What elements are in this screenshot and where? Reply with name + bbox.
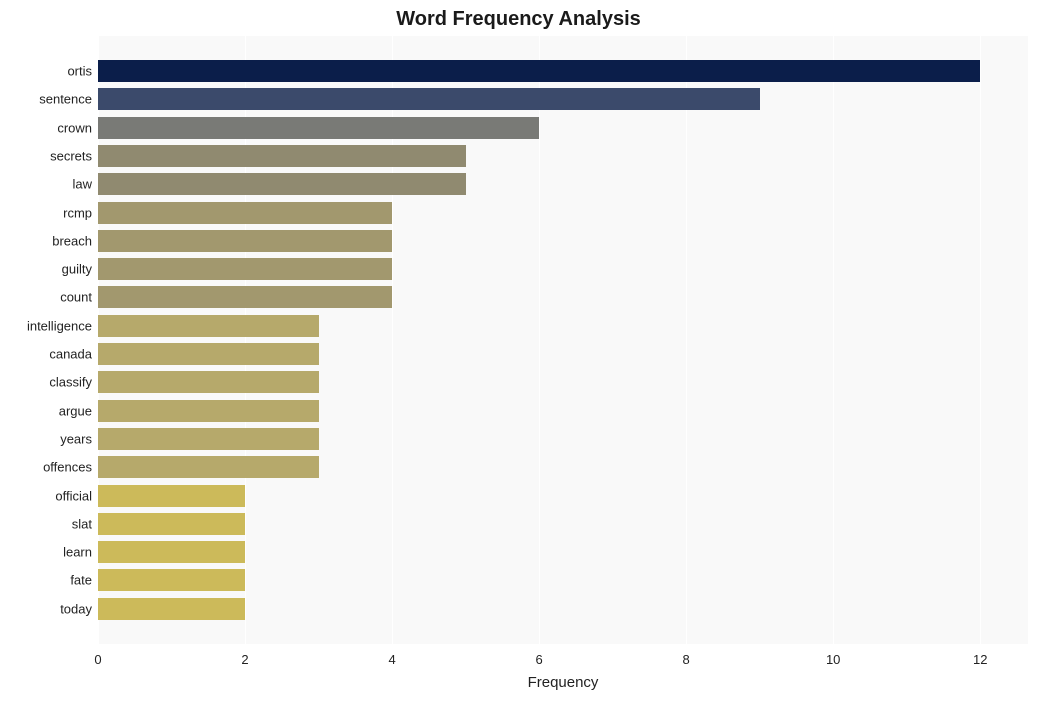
y-tick-label: today: [60, 601, 98, 616]
bar: [98, 230, 392, 252]
bar: [98, 428, 319, 450]
y-tick-label: classify: [49, 375, 98, 390]
gridline: [539, 36, 540, 644]
bar: [98, 286, 392, 308]
gridline: [980, 36, 981, 644]
x-tick-label: 4: [388, 652, 395, 667]
bar: [98, 202, 392, 224]
bar: [98, 371, 319, 393]
x-tick-label: 10: [826, 652, 840, 667]
x-tick-label: 2: [241, 652, 248, 667]
bar: [98, 343, 319, 365]
plot-area: 024681012ortissentencecrownsecretslawrcm…: [98, 36, 1028, 644]
y-tick-label: law: [72, 177, 98, 192]
y-tick-label: breach: [52, 233, 98, 248]
bar: [98, 569, 245, 591]
bar: [98, 485, 245, 507]
y-tick-label: learn: [63, 545, 98, 560]
y-tick-label: count: [60, 290, 98, 305]
bar: [98, 598, 245, 620]
y-tick-label: crown: [57, 120, 98, 135]
y-tick-label: argue: [59, 403, 98, 418]
bar: [98, 60, 980, 82]
gridline: [833, 36, 834, 644]
y-tick-label: slat: [72, 516, 98, 531]
y-tick-label: secrets: [50, 148, 98, 163]
bar: [98, 541, 245, 563]
x-axis-label: Frequency: [528, 674, 599, 691]
bar: [98, 513, 245, 535]
bar: [98, 117, 539, 139]
y-tick-label: sentence: [39, 92, 98, 107]
chart-title: Word Frequency Analysis: [0, 8, 1037, 31]
bar: [98, 456, 319, 478]
x-tick-label: 12: [973, 652, 987, 667]
bar: [98, 88, 760, 110]
y-tick-label: fate: [70, 573, 98, 588]
bar: [98, 258, 392, 280]
x-tick-label: 6: [535, 652, 542, 667]
bar: [98, 145, 466, 167]
chart-container: Word Frequency Analysis 024681012ortisse…: [0, 0, 1037, 701]
gridline: [686, 36, 687, 644]
bar: [98, 315, 319, 337]
x-tick-label: 8: [683, 652, 690, 667]
y-tick-label: intelligence: [27, 318, 98, 333]
y-tick-label: ortis: [67, 64, 98, 79]
y-tick-label: years: [60, 431, 98, 446]
y-tick-label: canada: [49, 347, 98, 362]
bar: [98, 400, 319, 422]
x-tick-label: 0: [94, 652, 101, 667]
y-tick-label: rcmp: [63, 205, 98, 220]
y-tick-label: offences: [43, 460, 98, 475]
bar: [98, 173, 466, 195]
y-tick-label: official: [55, 488, 98, 503]
y-tick-label: guilty: [62, 262, 98, 277]
